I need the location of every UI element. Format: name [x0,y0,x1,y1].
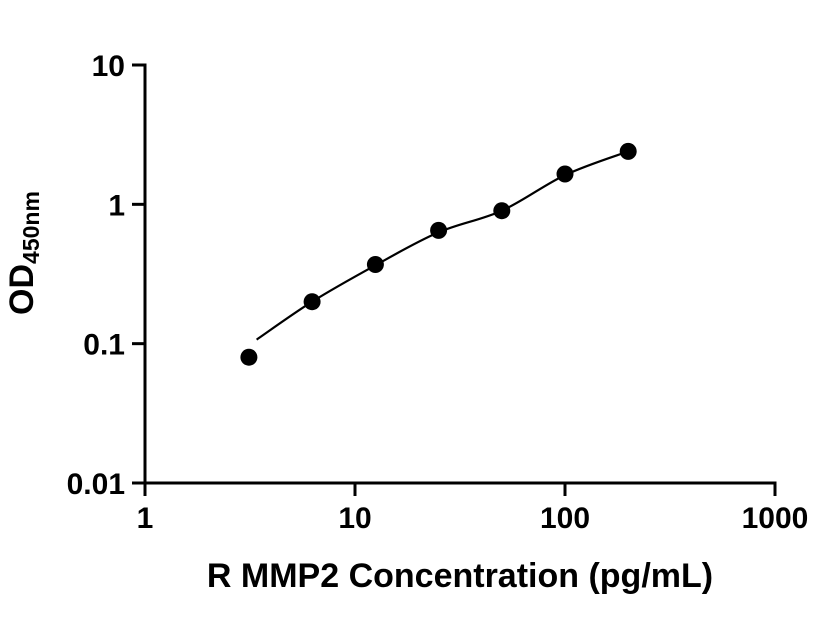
y-axis-title-sub: 450nm [18,191,44,264]
x-axis-tick-label: 100 [540,502,590,535]
y-axis-title: OD450nm [3,191,44,315]
y-axis-tick-label: 1 [108,189,125,222]
data-point [556,165,574,183]
data-point [303,293,321,311]
x-axis-tick-label: 1000 [742,502,809,535]
y-axis-tick-label: 0.1 [83,329,125,362]
data-point [430,221,448,239]
y-axis-tick-label: 10 [92,50,125,83]
standard-curve-line [255,150,629,341]
series-layer [240,142,637,366]
data-point [366,256,384,273]
x-axis-tick-label: 1 [137,502,154,535]
x-axis-tick-label: 10 [338,502,371,535]
data-point [240,348,258,366]
data-point [493,202,511,220]
data-point [619,142,637,160]
axes-layer: 1 10 100 1000 10 1 0.1 0.01 [67,50,809,535]
y-axis-title-main: OD [3,264,41,315]
x-axis-title: R MMP2 Concentration (pg/mL) [207,557,713,595]
y-axis-tick-label: 0.01 [67,468,125,501]
